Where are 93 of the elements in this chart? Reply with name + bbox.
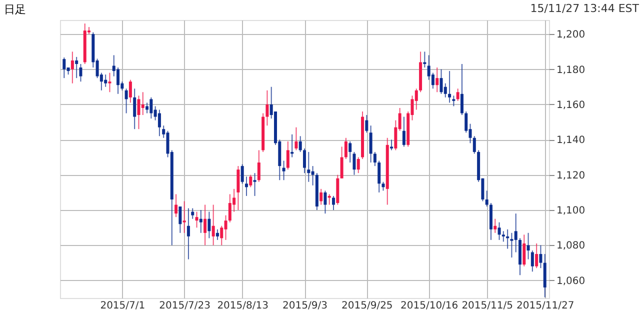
candlestick [365,114,368,134]
x-tick-label: 2015/9/3 [282,300,328,312]
candlestick [498,222,501,240]
candlestick [378,160,381,193]
candlestick [70,51,74,84]
y-tick-label: 1,060 [556,276,586,287]
candlestick [236,166,240,211]
candlestick [348,140,352,164]
x-tick-label: 2015/10/16 [400,300,458,312]
candlestick [530,250,534,272]
candlestick [253,172,256,196]
candlestick [108,72,112,93]
candlestick [369,125,372,164]
candlestick [485,190,488,208]
candlestick [124,88,128,114]
candlestick [240,164,244,184]
candlestick [539,244,542,269]
text: 15/11/27 13:44 EST [530,2,640,15]
candlestick [352,151,356,176]
candlestick [340,146,344,179]
candlestick [75,56,78,79]
candlestick [402,116,406,148]
candlestick [199,210,202,234]
candlestick [298,136,302,152]
candlestick [146,102,149,114]
candlestick [79,63,82,82]
x-tick-label: 2015/7/1 [100,300,146,312]
candlestick [390,139,394,151]
candlestick [311,166,314,186]
y-tick-label: 1,100 [556,206,586,217]
candlestick [191,208,194,220]
candlestick [228,194,232,223]
candlestick [104,74,108,88]
candlestick [133,88,136,130]
candlestick [158,109,161,137]
candlestick [244,176,248,196]
y-tick-label: 1,140 [556,135,586,146]
y-tick-label: 1,160 [556,100,586,111]
candlestick [150,96,153,120]
candlestick [460,63,464,116]
candlestick [332,195,336,211]
x-tick-label: 2015/11/27 [516,300,574,312]
x-tick-label: 2015/8/13 [217,300,268,312]
chart-title: 日足 [4,3,26,16]
candlestick [141,92,144,116]
candlestick [224,214,228,240]
candlestick [257,150,260,182]
candlestick [324,190,327,214]
candlestick [514,213,518,253]
candlestick [186,208,190,260]
candlestick [116,67,120,94]
candlestick [535,242,538,269]
candlestick [182,200,186,234]
candlestick [440,68,443,94]
y-tick-label: 1,080 [556,240,586,252]
candlestick [204,204,207,246]
candlestick [266,90,269,126]
candlestick [344,137,348,160]
candlestick [282,160,286,181]
y-tick-label: 1,120 [556,170,586,182]
candlestick [178,206,182,234]
candlestick [128,79,132,104]
candlestick [216,228,219,240]
candlestick [294,126,298,151]
candlestick [307,151,310,182]
candlestick [137,95,140,130]
candlestick [448,70,452,104]
candlestick [494,218,497,234]
candlestick [423,51,426,68]
candlestick [522,234,526,267]
candlestick [436,67,439,93]
candlestick [502,230,505,242]
y-tick-label: 1,200 [556,30,586,41]
candlestick [249,174,252,188]
candlestick [208,211,211,239]
candlestick [174,194,178,218]
candlestick [452,95,456,107]
x-tick-label: 2015/11/5 [462,300,513,312]
candlestick [320,188,323,206]
x-tick-label: 2015/9/25 [342,300,393,312]
candlestick [510,232,514,258]
candlestick [472,136,476,154]
candlestick [526,232,530,260]
candlestick [456,88,460,102]
y-tick-label: 1,180 [556,64,586,76]
x-tick-label: 2015/7/23 [159,300,210,312]
candlestick [303,148,306,174]
candlestick [62,56,66,79]
candlestick [195,211,198,228]
candlestick [373,151,376,167]
candlestick [212,204,215,246]
candlestick [286,140,290,170]
candlestick [356,156,360,174]
